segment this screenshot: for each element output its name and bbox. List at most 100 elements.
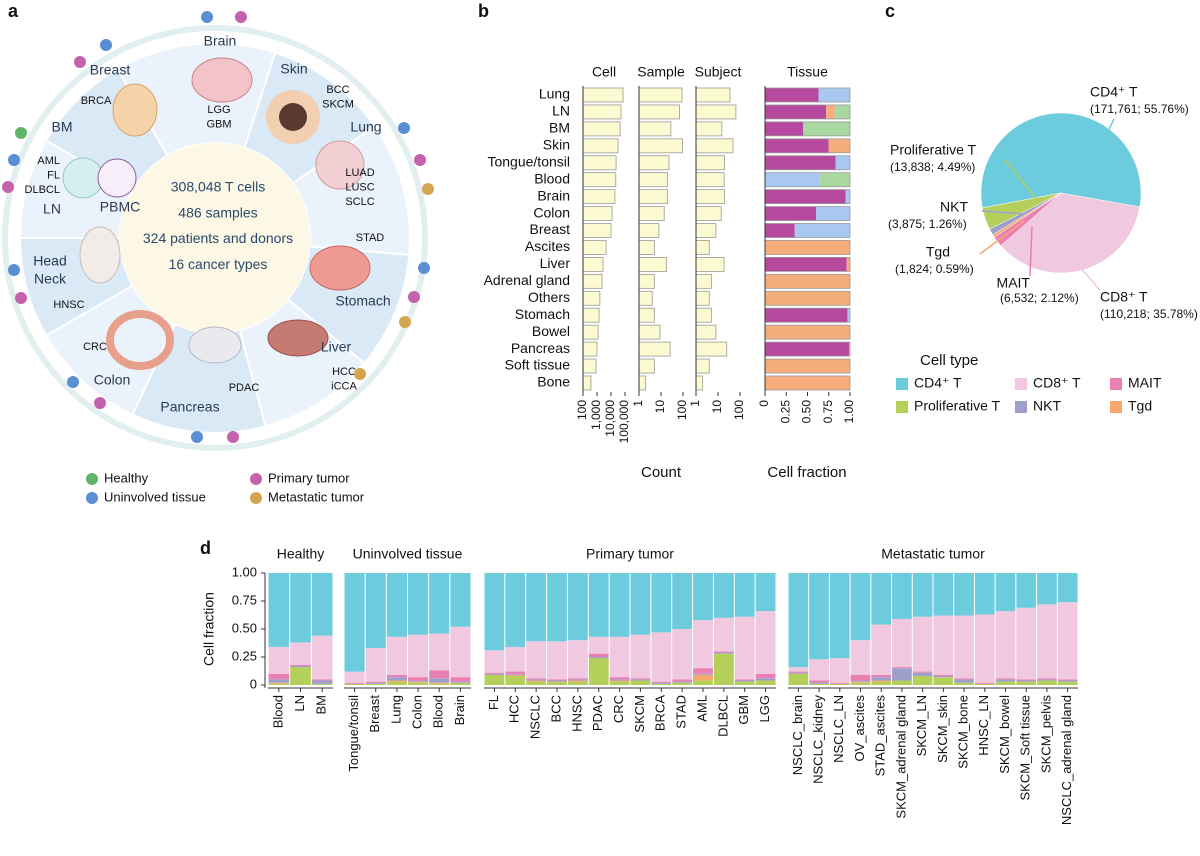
center-text: 308,048 T cells [171,179,265,195]
stack-segment [974,614,995,683]
x-tick-label: 10 [653,400,667,414]
stack-segment [765,104,827,119]
x-tick-label: CRC [611,695,626,723]
pie-slice [980,112,1142,209]
bar [582,256,604,272]
stack-segment [268,679,290,683]
stack-segment [850,680,871,682]
center-text: 16 cancer types [169,256,268,272]
facet-title: Metastatic tumor [881,546,985,562]
organ-label: Brain [204,33,237,49]
bar [582,273,603,289]
ring-dot [418,262,430,274]
stack-segment [734,681,755,685]
ring-dot [2,181,14,193]
legend-swatch [1015,401,1027,413]
bar [695,138,734,154]
row-label: Stomach [515,306,570,322]
subtype-label: LGG [207,104,230,116]
panel-label: a [8,1,19,21]
bar [695,189,726,205]
bar [695,121,723,137]
stack-segment [834,104,850,119]
stack-segment [429,682,450,684]
stack-segment [450,677,471,682]
organ-art [112,83,158,137]
stack-segment [450,626,471,678]
stack-segment [609,677,630,680]
organ-label: Colon [94,372,131,388]
legend-swatch [896,401,908,413]
stack-segment [651,632,672,682]
ring-dot [201,11,213,23]
stack-segment [765,274,850,289]
x-tick-label: SKCM [632,695,647,733]
slice-label: Proliferative T [890,142,977,158]
stack-segment [794,223,850,238]
stack-segment [850,640,871,675]
bar [695,307,712,323]
bar [638,223,660,238]
organ-label: BM [52,119,73,135]
stack-segment [290,667,311,685]
bar [582,290,601,306]
stack-segment [765,359,850,374]
stack-segment [588,573,609,637]
x-tick-label: NSCLC_LN [831,695,846,763]
bar [582,307,600,323]
ring-dot [191,431,203,443]
stack-segment [809,680,829,683]
stack-segment [505,673,526,675]
stack-segment [1016,573,1037,608]
stack-segment [765,342,850,357]
stack-segment [765,206,816,221]
x-tick-label: SKCM_bone [956,695,971,769]
organ-art [191,57,253,103]
stack-segment [974,573,995,615]
x-tick-label: Brain [452,695,467,725]
y-tick-label: 1.00 [232,564,257,579]
stack-segment [974,682,995,684]
bar [638,290,653,306]
stack-segment [912,671,933,673]
stack-segment [829,683,850,685]
row-label: Lung [539,86,570,102]
stack-segment [892,680,912,685]
stack-segment [788,673,809,685]
bar [638,358,655,374]
stack-segment [651,682,672,684]
slice-value: (1,824; 0.59%) [895,262,974,276]
stack-segment [588,657,609,659]
panel-a-art [2,25,428,451]
stack-segment [818,88,850,102]
bar [695,256,725,272]
stack-segment [693,673,713,675]
stack-segment [1037,680,1057,685]
subtype-label: LUAD [345,167,374,179]
stack-segment [1037,679,1057,681]
x-tick-label: SKCM_Soft tissue [1018,695,1033,801]
x-tick-label: 1.00 [842,400,856,424]
stack-segment [912,573,933,617]
legend-label: Primary tumor [268,470,350,485]
leader-line [1004,159,1041,204]
stack-segment [809,682,829,684]
stack-segment [995,679,1016,682]
x-tick-label: BM [314,695,329,715]
stack-segment [547,681,567,685]
organ-art [106,310,174,370]
bar [582,138,619,154]
stack-segment [933,573,954,616]
ring-dot [399,316,411,328]
stack-segment [892,668,912,681]
stack-segment [365,648,386,682]
x-tick-label: SKCM_adrenal gland [893,695,908,819]
stack-segment [765,223,795,238]
stack-segment [651,683,672,685]
ring-dot [15,292,27,304]
stack-segment [693,674,713,681]
x-tick-label: 1 [688,400,702,407]
stack-segment [408,682,429,685]
slice-value: (13,838; 4.49%) [890,160,975,174]
stack-segment [567,678,588,680]
